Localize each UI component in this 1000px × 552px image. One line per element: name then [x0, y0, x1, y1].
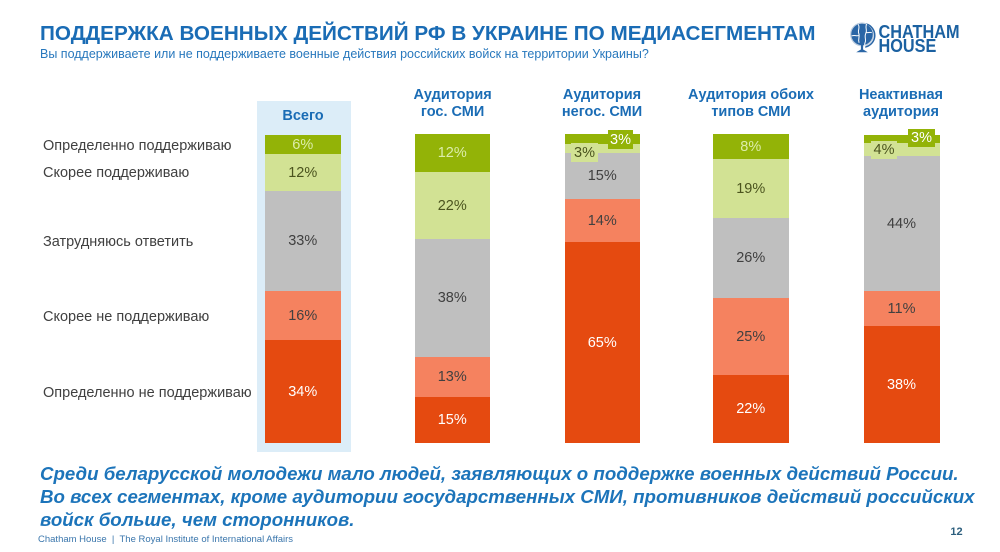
svg-text:HOUSE: HOUSE	[879, 35, 937, 56]
svg-text:CHATHAM: CHATHAM	[879, 21, 960, 42]
